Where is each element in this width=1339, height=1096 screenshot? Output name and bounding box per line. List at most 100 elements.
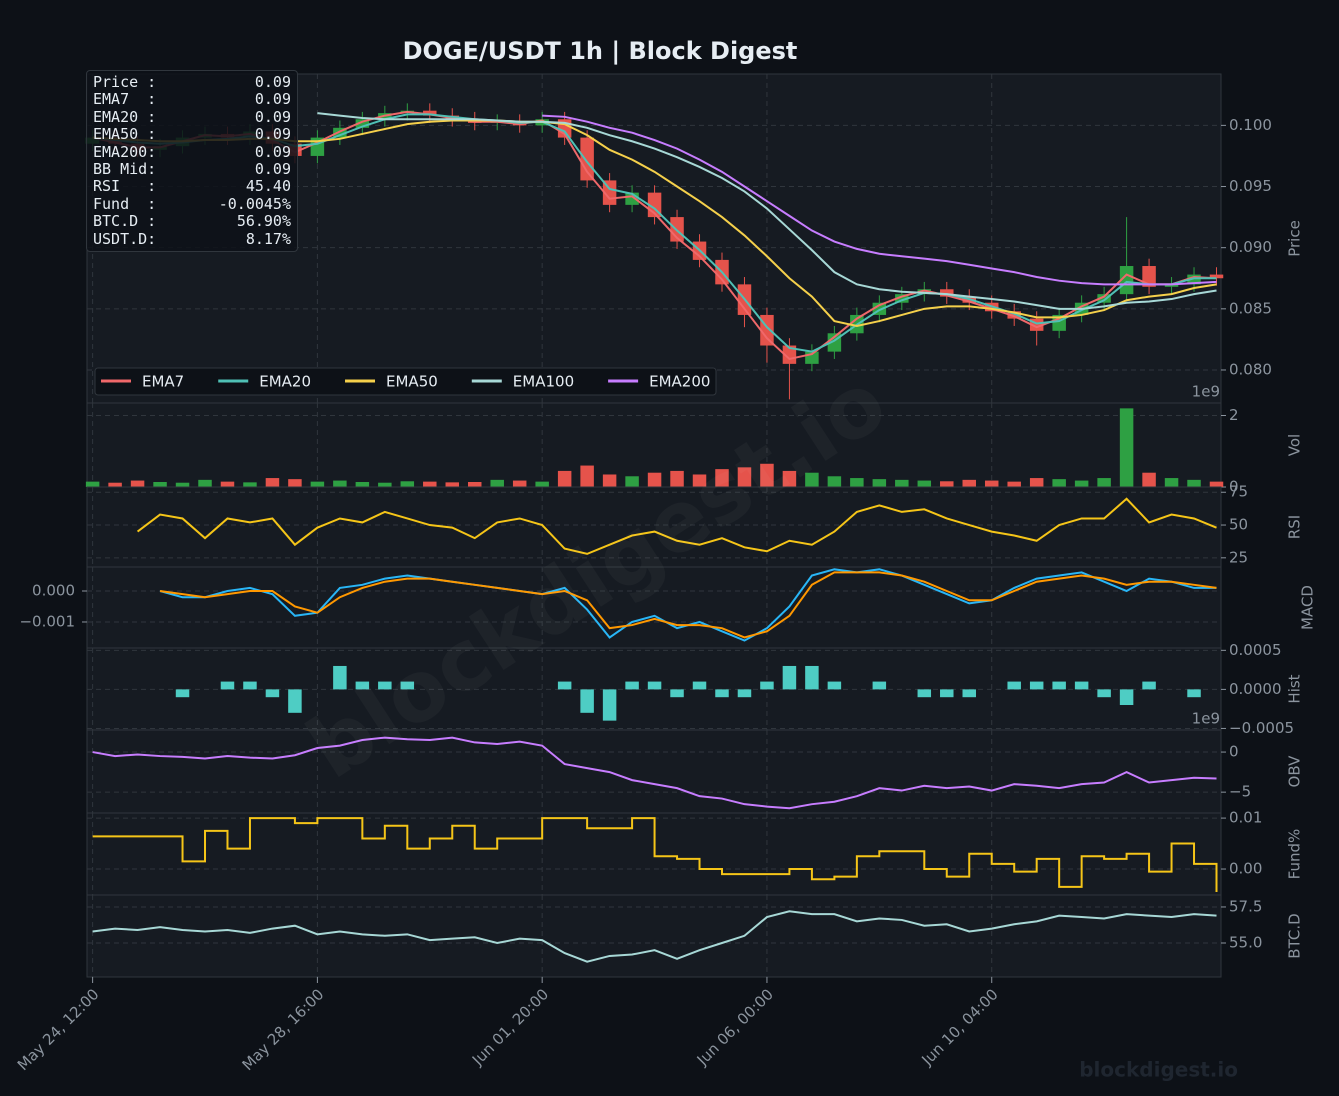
info-label: EMA50 : xyxy=(93,125,157,144)
info-row: Price : 0.09 xyxy=(93,73,291,91)
y-tick-label: 0.095 xyxy=(1229,177,1272,195)
bar xyxy=(310,481,325,487)
bar xyxy=(1142,681,1156,690)
panel xyxy=(86,729,1222,814)
info-row: BTC.D : 56.90% xyxy=(93,212,291,231)
bar xyxy=(625,476,639,487)
footer: blockdigest.io xyxy=(1079,1058,1238,1082)
legend-label: EMA50 xyxy=(386,373,438,391)
y-axis-label: Hist xyxy=(1286,674,1304,703)
y-tick-label: 25 xyxy=(1229,548,1248,566)
bar xyxy=(445,482,460,487)
series-line xyxy=(317,112,1217,310)
bar xyxy=(1164,478,1179,487)
bar xyxy=(895,479,909,487)
bar xyxy=(670,470,684,487)
bar xyxy=(737,467,752,487)
y-tick-label: 0.085 xyxy=(1229,299,1272,317)
info-row: EMA20 : 0.09 xyxy=(93,107,291,126)
info-row: Fund : -0.0045% xyxy=(93,194,291,213)
y-tick-label: 2 xyxy=(1229,406,1239,424)
x-tick-label: May 24, 12:00 xyxy=(14,985,103,1074)
bar xyxy=(1119,689,1134,706)
info-label: BTC.D : xyxy=(93,212,157,231)
info-label: EMA200: xyxy=(93,142,157,161)
bar xyxy=(1007,481,1021,487)
y-tick-label: 0.01 xyxy=(1229,809,1262,827)
axis-offset-label: 1e9 xyxy=(1192,383,1220,401)
info-value: 0.09 xyxy=(254,107,291,126)
bar xyxy=(1209,481,1224,487)
bar xyxy=(265,478,280,487)
info-value: 0.09 xyxy=(254,160,291,179)
x-tick-label: Jun 06, 00:00 xyxy=(693,985,777,1069)
y-tick-label: −0.001 xyxy=(19,612,75,630)
bar xyxy=(805,665,819,690)
candle-body xyxy=(1164,284,1179,287)
y-tick-label: 57.5 xyxy=(1229,897,1262,915)
bar xyxy=(625,681,639,690)
info-label: EMA20 : xyxy=(93,107,157,126)
info-label: RSI : xyxy=(93,177,157,196)
legend-label: EMA20 xyxy=(259,373,311,391)
bar xyxy=(647,472,662,487)
y-tick-label: −5 xyxy=(1229,783,1251,801)
info-label: Fund : xyxy=(93,194,157,213)
bar xyxy=(827,681,842,690)
info-value: 56.90% xyxy=(236,212,291,231)
y-tick-label: 75 xyxy=(1229,483,1248,501)
bar xyxy=(1074,480,1089,487)
bar xyxy=(872,681,887,690)
bar xyxy=(580,465,594,487)
x-tick-label: May 28, 16:00 xyxy=(239,985,328,1074)
bar xyxy=(108,482,122,487)
panel xyxy=(86,894,1222,978)
bar xyxy=(355,481,370,487)
bar xyxy=(1119,408,1134,487)
legend: EMA7 EMA20 EMA50 EMA100 EMA200 xyxy=(94,367,717,396)
bar xyxy=(198,479,212,487)
bar xyxy=(220,681,235,690)
bar xyxy=(1187,479,1201,487)
legend-label: EMA200 xyxy=(649,373,710,391)
bar xyxy=(917,689,932,698)
x-tick-label: Jun 10, 04:00 xyxy=(918,985,1002,1069)
bar xyxy=(288,689,302,713)
bar xyxy=(1029,681,1044,690)
series-line xyxy=(159,571,1217,639)
candle-body xyxy=(1007,311,1021,319)
info-value: 0.09 xyxy=(254,142,291,161)
chart-title: DOGE/USDT 1h | Block Digest xyxy=(403,37,798,65)
y-tick-label: 55.0 xyxy=(1229,933,1262,951)
bar xyxy=(1097,689,1111,698)
bar xyxy=(1074,681,1089,690)
bar xyxy=(265,689,280,698)
candle-body xyxy=(355,119,370,128)
bar xyxy=(130,480,145,487)
bar xyxy=(872,479,887,487)
bar xyxy=(670,689,684,698)
bar xyxy=(760,463,774,487)
info-row: USDT.D: 8.17% xyxy=(93,230,291,248)
bar xyxy=(940,481,954,487)
y-tick-label: 0.0005 xyxy=(1229,641,1282,659)
y-tick-label: 0 xyxy=(1229,743,1239,761)
legend-label: EMA7 xyxy=(142,373,184,391)
bar xyxy=(1052,479,1066,487)
bar xyxy=(760,681,774,690)
bar xyxy=(984,480,999,487)
candle-body xyxy=(1119,266,1134,295)
bar xyxy=(288,479,302,487)
candle-body xyxy=(580,137,594,181)
y-axis-label: Price xyxy=(1286,220,1304,257)
bar xyxy=(378,482,392,487)
legend-label: EMA100 xyxy=(513,373,574,391)
bar xyxy=(782,470,797,487)
axis-offset-label: 1e9 xyxy=(1192,710,1220,728)
candle-body xyxy=(782,345,797,364)
info-value: 0.09 xyxy=(254,73,291,91)
bar xyxy=(512,480,527,487)
bar xyxy=(175,482,190,487)
